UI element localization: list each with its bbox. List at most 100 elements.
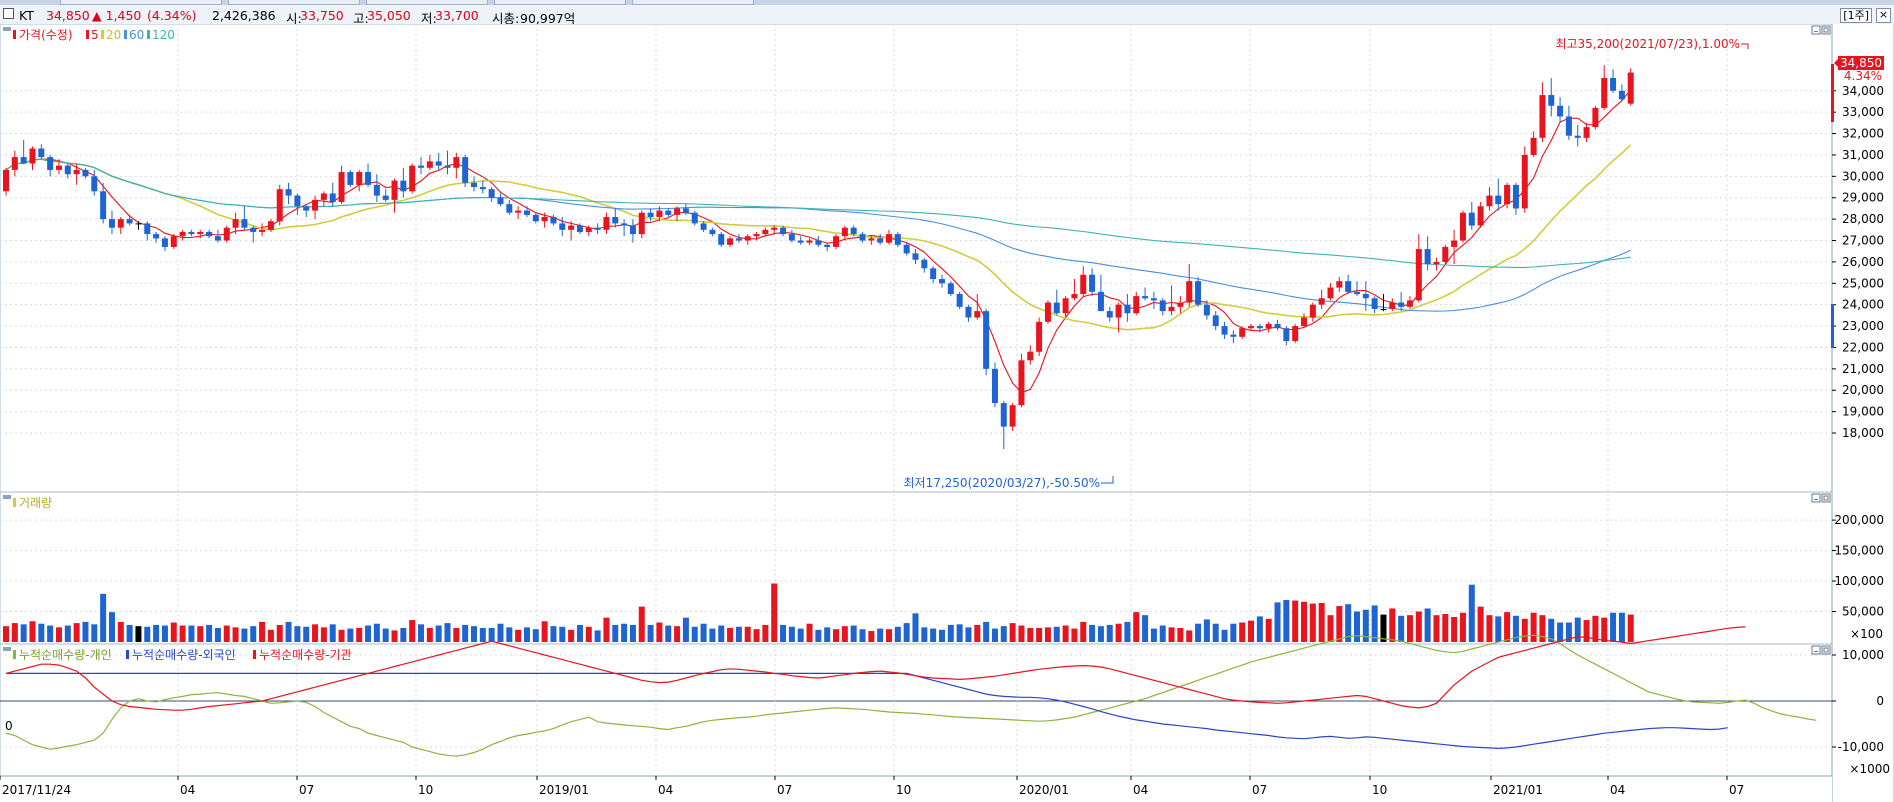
x-tick-label: 2021/01	[1493, 783, 1543, 797]
volume-bar	[1106, 624, 1113, 642]
candle-body	[718, 234, 725, 245]
volume-bar	[1380, 614, 1387, 642]
candle-body	[983, 311, 990, 369]
candle-body	[1168, 306, 1175, 312]
candle-body	[797, 240, 804, 243]
volume-bar	[267, 629, 274, 642]
period-button[interactable]: [1주]	[1840, 8, 1872, 23]
candle-body	[1133, 296, 1140, 314]
volume-bar	[1168, 627, 1175, 642]
volume-bar	[276, 624, 283, 642]
candle-body	[38, 148, 45, 158]
low-annotation: 최저17,250(2020/03/27),-50.50%	[904, 476, 1101, 490]
volume-bar	[815, 629, 822, 642]
price-axis: 18,000 19,000 20,000 21,000 22,000 23,000 24,0…	[1832, 84, 1884, 440]
current-price-badge: 34,850 4.34%	[1831, 56, 1884, 348]
candlesticks	[3, 65, 1634, 450]
candle-body	[347, 172, 354, 185]
close-button[interactable]: ×	[1876, 8, 1891, 23]
volume-bar	[82, 621, 89, 642]
volume-unit: ×100	[1850, 627, 1883, 641]
candle-body	[1486, 195, 1493, 207]
candle-body	[727, 238, 734, 245]
candle-body	[409, 165, 416, 192]
volume-bar	[1124, 621, 1131, 642]
candle-body	[559, 223, 566, 230]
candle-body	[594, 227, 601, 230]
candle-body	[1150, 298, 1157, 301]
flow-unit: ×1000	[1849, 762, 1890, 776]
volume-bar	[780, 624, 787, 642]
window-tab[interactable]	[60, 0, 222, 5]
volume-bar	[1398, 615, 1405, 642]
candle-body	[912, 253, 919, 260]
volume-bar	[435, 625, 442, 642]
candle-body	[771, 227, 778, 230]
volume-bar	[1406, 615, 1413, 642]
volume-bar	[594, 630, 601, 642]
volume-bar	[1133, 612, 1140, 642]
candle-body	[1327, 287, 1334, 299]
x-tick-label: 07	[299, 783, 314, 797]
x-tick-label: 2019/01	[539, 783, 589, 797]
candle-body	[285, 189, 292, 196]
flow-pane-controls[interactable]	[1811, 645, 1831, 655]
open-price: 33,750	[300, 8, 344, 23]
volume-bar	[1548, 618, 1555, 642]
volume-bar	[877, 628, 884, 642]
volume-bar	[1036, 627, 1043, 642]
candle-body	[82, 169, 89, 177]
select-checkbox[interactable]	[3, 8, 14, 19]
price-change: ▲ 1,450	[92, 8, 142, 23]
candle-body	[294, 195, 301, 207]
volume-bar	[859, 629, 866, 642]
candle-body	[903, 244, 910, 254]
volume-bar	[329, 624, 336, 642]
volume-bar	[1627, 614, 1634, 642]
volume-axis: 50,000 100,000 150,000 200,000	[1832, 513, 1884, 619]
flow-legend-institution: 누적순매수량-기관	[259, 648, 352, 662]
window-tab[interactable]	[366, 0, 488, 5]
window-tab[interactable]	[228, 0, 360, 5]
x-tick-label: 04	[658, 783, 673, 797]
volume-legend-label: 거래량	[19, 496, 52, 510]
volume-bar	[974, 624, 981, 642]
volume-bar	[868, 631, 875, 642]
volume-bar	[921, 627, 928, 642]
flow-tick-label: 10,000	[1842, 648, 1884, 662]
volume-tick-label: 150,000	[1834, 544, 1884, 558]
candle-body	[418, 165, 425, 168]
volume-pane-controls[interactable]	[1811, 493, 1831, 503]
candle-body	[665, 210, 672, 215]
volume-bar	[735, 626, 742, 642]
volume-bar	[771, 583, 778, 642]
volume-bar	[1512, 615, 1519, 642]
ma60-legend: 60	[129, 28, 144, 42]
volume-bar	[1044, 627, 1051, 642]
candle-body	[303, 206, 310, 211]
volume-bar	[833, 629, 840, 642]
candle-body	[550, 216, 557, 224]
volume-bar	[347, 628, 354, 642]
volume-bar	[108, 612, 115, 642]
candle-body	[1274, 323, 1281, 329]
window-tab[interactable]	[494, 0, 626, 5]
candle-body	[674, 208, 681, 215]
price-tick-label: 28,000	[1842, 212, 1884, 226]
volume-bar	[1477, 606, 1484, 642]
candle-body	[974, 311, 981, 318]
candle-body	[1380, 308, 1387, 310]
volume-bar	[938, 629, 945, 642]
candle-body	[1504, 184, 1511, 205]
window-tab[interactable]	[632, 0, 754, 5]
volume-bar	[797, 628, 804, 642]
volume-bar	[1601, 617, 1608, 642]
price-pane-controls[interactable]	[1811, 25, 1831, 35]
volume-bar	[1089, 624, 1096, 642]
candle-body	[1142, 296, 1149, 299]
candle-body	[850, 227, 857, 235]
candle-body	[497, 197, 504, 205]
flow-tick-label: -10,000	[1838, 740, 1884, 754]
candle-body	[1292, 326, 1299, 342]
candle-body	[886, 234, 892, 243]
